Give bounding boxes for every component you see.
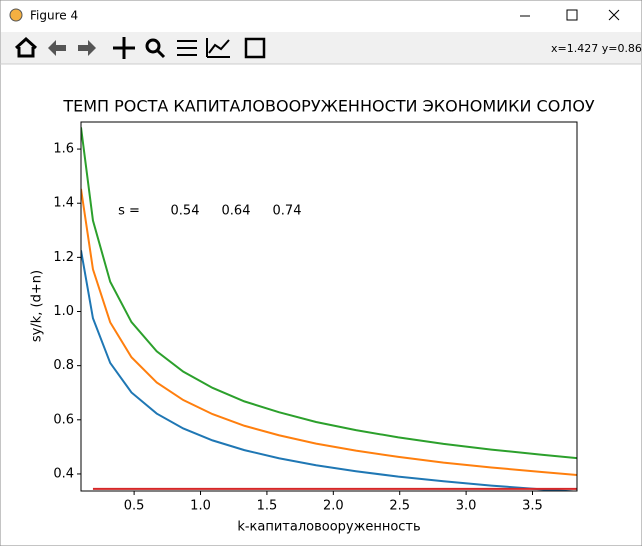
back-button[interactable] [48,40,66,56]
x-tick-label: 2.5 [389,499,410,514]
annotation: 0.54 [171,204,200,219]
zoom-button[interactable] [145,38,166,59]
app-icon [9,8,23,22]
line-series [81,127,577,460]
x-tick-label: 3.5 [522,499,543,514]
line-series [81,188,577,476]
y-tick-label: 1.4 [53,196,74,211]
forward-button[interactable] [78,40,96,56]
y-tick-label: 1.6 [53,142,74,157]
toolbar [1,32,641,64]
y-tick-label: 0.4 [53,466,74,481]
x-tick-label: 1.5 [257,499,278,514]
cursor-coords: x=1.427 y=0.864 [551,42,642,55]
y-tick-label: 1.0 [53,304,74,319]
y-axis-label: sy/k, (d+n) [30,270,45,342]
maximize-button[interactable] [566,9,578,21]
configure-button[interactable] [177,40,197,56]
x-axis-label: k-капиталовооруженность [237,520,420,535]
home-button[interactable] [14,36,38,58]
axes-frame [80,121,578,492]
annotation: 0.74 [273,204,302,219]
x-tick-label: 2.0 [323,499,344,514]
y-tick-label: 0.6 [53,412,74,427]
annotation: s = [118,204,140,219]
y-tick-label: 1.2 [53,250,74,265]
annotation: 0.64 [222,204,251,219]
title-bar: Figure 4 [9,8,620,23]
window-title: Figure 4 [30,9,78,23]
plot-area: 0.5 1.0 1.5 2.0 2.5 3.0 3.5 0.4 0.6 0.8 1.0 1.2 1.4 1… [53,127,577,514]
close-button[interactable] [608,9,620,21]
x-tick-label: 1.0 [190,499,211,514]
line-series [81,250,577,491]
x-tick-label: 0.5 [124,499,145,514]
save-button[interactable] [244,37,266,59]
chart-title: ТЕМП РОСТА КАПИТАЛОВООРУЖЕННОСТИ ЭКОНОМИ… [62,97,595,116]
pan-button[interactable] [113,37,135,59]
x-tick-label: 3.0 [456,499,477,514]
y-tick-label: 0.8 [53,358,74,373]
axes-button[interactable] [206,38,230,58]
